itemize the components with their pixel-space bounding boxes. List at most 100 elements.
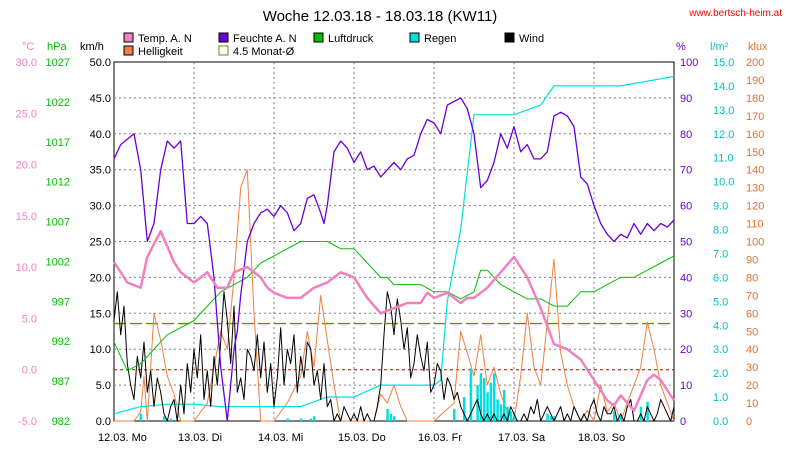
rain-axis-tick: 12.0 bbox=[713, 129, 734, 141]
legend-item-humidity: Feuchte A. N bbox=[218, 32, 297, 45]
rain-bar bbox=[169, 418, 173, 421]
rain-bar bbox=[389, 413, 393, 421]
rain-bar bbox=[499, 404, 503, 421]
rain-bar bbox=[163, 416, 166, 421]
rain-bar bbox=[496, 399, 499, 421]
legend-swatch-temp bbox=[123, 32, 134, 43]
temp-axis-tick: 10.0 bbox=[16, 262, 37, 274]
plot-area bbox=[112, 61, 676, 422]
legend-label-brightness: Helligkeit bbox=[138, 46, 183, 58]
wind-axis-tick: 50.0 bbox=[90, 57, 111, 69]
lux-axis-tick: 40 bbox=[746, 344, 758, 356]
rain-axis-tick: 15.0 bbox=[713, 57, 734, 69]
rain-bar bbox=[313, 416, 316, 421]
humidity-axis-tick: 70 bbox=[680, 165, 692, 177]
legend-swatch-pressure bbox=[313, 32, 324, 43]
humidity-axis-tick: 80 bbox=[680, 129, 692, 141]
rain-bar bbox=[479, 373, 483, 421]
legend-swatch-brightness bbox=[123, 45, 134, 56]
legend-item-temp: Temp. A. N bbox=[123, 32, 192, 45]
lux-axis-tick: 180 bbox=[746, 93, 764, 105]
rain-bar bbox=[453, 409, 456, 421]
rain-axis-tick: 6.0 bbox=[713, 272, 728, 284]
rain-bar bbox=[309, 418, 313, 421]
rain-bar bbox=[493, 373, 496, 421]
axis-labels: 30.0 25.0 20.0 15.0 10.0 5.0 0.0 -5.0 1027 1022 10… bbox=[16, 41, 768, 444]
series-pressure bbox=[113, 241, 675, 372]
lux-axis-tick: 170 bbox=[746, 111, 764, 123]
temp-unit: °C bbox=[22, 41, 34, 53]
temp-axis-tick: 0.0 bbox=[22, 365, 37, 377]
pressure-axis-tick: 987 bbox=[52, 376, 70, 388]
rain-axis-tick: 1.0 bbox=[713, 392, 728, 404]
wind-axis-tick: 30.0 bbox=[90, 201, 111, 213]
pressure-axis-tick: 1007 bbox=[46, 217, 70, 229]
lux-unit: klux bbox=[748, 41, 768, 53]
lux-axis-tick: 130 bbox=[746, 183, 764, 195]
humidity-axis-tick: 50 bbox=[680, 237, 692, 249]
pressure-axis-tick: 1002 bbox=[46, 256, 70, 268]
humidity-axis-tick: 10 bbox=[680, 380, 692, 392]
lux-axis-tick: 110 bbox=[746, 219, 764, 231]
legend: Temp. A. N Feuchte A. N Luftdruck Regen … bbox=[123, 32, 544, 58]
legend-label-pressure: Luftdruck bbox=[328, 33, 374, 45]
legend-label-rain: Regen bbox=[424, 33, 456, 45]
legend-label-average: 4.5 Monat-Ø bbox=[233, 46, 295, 58]
humidity-unit: % bbox=[676, 41, 686, 53]
rain-axis-tick: 0.0 bbox=[713, 416, 728, 428]
series-humidity bbox=[113, 97, 675, 422]
rain-axis-tick: 2.0 bbox=[713, 368, 728, 380]
wind-axis-tick: 0.0 bbox=[96, 416, 111, 428]
rain-axis-tick: 7.0 bbox=[713, 248, 728, 260]
lux-axis-tick: 60 bbox=[746, 308, 758, 320]
wind-axis-tick: 10.0 bbox=[90, 344, 111, 356]
pressure-unit: hPa bbox=[47, 41, 67, 53]
x-tick-label: 16.03. Fr bbox=[418, 432, 462, 444]
legend-label-wind: Wind bbox=[519, 33, 544, 45]
rain-axis-tick: 3.0 bbox=[713, 344, 728, 356]
rain-axis-tick: 14.0 bbox=[713, 81, 734, 93]
rain-bar bbox=[646, 401, 649, 421]
lux-axis-tick: 140 bbox=[746, 165, 764, 177]
rain-axis-tick: 8.0 bbox=[713, 225, 728, 237]
rain-bar bbox=[463, 397, 466, 421]
lux-axis-tick: 10 bbox=[746, 398, 758, 410]
chart-title: Woche 12.03.18 - 18.03.18 (KW11) bbox=[263, 8, 498, 25]
lux-axis-tick: 160 bbox=[746, 129, 764, 141]
lux-axis-tick: 190 bbox=[746, 75, 764, 87]
pressure-axis-tick: 1012 bbox=[46, 177, 70, 189]
lux-axis-tick: 0 bbox=[746, 416, 752, 428]
rain-bar bbox=[286, 418, 289, 421]
x-tick-label: 15.03. Do bbox=[338, 432, 386, 444]
humidity-axis-tick: 20 bbox=[680, 344, 692, 356]
lux-axis-tick: 90 bbox=[746, 254, 758, 266]
legend-swatch-wind bbox=[504, 32, 515, 43]
rain-bar bbox=[476, 385, 479, 421]
temp-axis-tick: 25.0 bbox=[16, 108, 37, 120]
temp-axis-tick: -5.0 bbox=[18, 416, 37, 428]
x-tick-label: 14.03. Mi bbox=[258, 432, 303, 444]
rain-bar bbox=[506, 406, 509, 421]
rain-bar bbox=[613, 411, 616, 421]
x-tick-label: 13.03. Di bbox=[178, 432, 222, 444]
pressure-axis-tick: 982 bbox=[52, 416, 70, 428]
rain-bar bbox=[619, 416, 623, 421]
rain-bar bbox=[503, 389, 506, 421]
rain-axis-tick: 4.0 bbox=[713, 320, 728, 332]
wind-axis-tick: 5.0 bbox=[96, 380, 111, 392]
series-wind bbox=[113, 291, 675, 422]
legend-label-humidity: Feuchte A. N bbox=[233, 33, 297, 45]
legend-label-temp: Temp. A. N bbox=[138, 33, 192, 45]
rain-bar bbox=[553, 416, 556, 421]
lux-axis-tick: 100 bbox=[746, 237, 764, 249]
lux-axis-tick: 50 bbox=[746, 326, 758, 338]
lux-axis-tick: 120 bbox=[746, 201, 764, 213]
legend-item-average: 4.5 Monat-Ø bbox=[218, 45, 295, 58]
x-tick-label: 17.03. Sa bbox=[498, 432, 546, 444]
legend-swatch-rain bbox=[409, 32, 420, 43]
temp-axis-tick: 15.0 bbox=[16, 211, 37, 223]
humidity-axis-tick: 60 bbox=[680, 201, 692, 213]
rain-axis-tick: 5.0 bbox=[713, 296, 728, 308]
wind-axis-tick: 20.0 bbox=[90, 272, 111, 284]
